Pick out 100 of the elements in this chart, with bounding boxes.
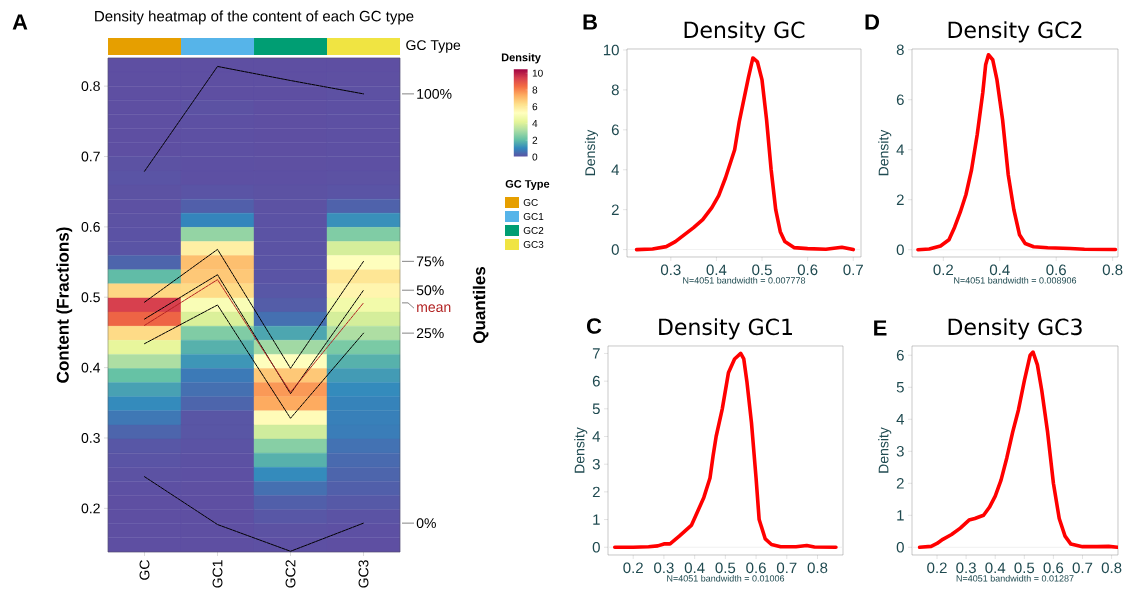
y-axis-title: Density	[878, 427, 892, 473]
x-tick-label: 0.4	[706, 264, 727, 276]
line-series	[144, 304, 365, 419]
x-tick-label: 0.8	[1102, 264, 1123, 276]
x-tick-label: 0.4	[985, 562, 1006, 574]
x-tick-label: 0.4	[989, 264, 1010, 276]
y-tick-label: 0	[896, 541, 904, 553]
chart-title: Density GC2	[948, 21, 1082, 43]
y-tick-label: 8	[896, 44, 904, 56]
y-tick-label: 4	[896, 144, 905, 155]
y2-axis-title: Quantiles	[472, 266, 489, 344]
y-axis-title: Density	[584, 129, 598, 176]
x-axis-title: N=4051 bandwidth = 0.01006	[667, 575, 785, 582]
x-tick-label: 0.6	[1043, 562, 1064, 574]
y-tick-label: 3	[896, 445, 904, 457]
x-tick-label: 0.3	[654, 562, 674, 574]
y-tick-label: 5	[896, 382, 904, 393]
chart-title: Density heatmap of the content of each GC type	[95, 10, 414, 25]
y-tick-label: 0.5	[81, 292, 100, 303]
y-axis-title: Content (Fractions)	[56, 227, 73, 383]
line-series	[917, 350, 1118, 550]
y-tick-label: 2	[896, 478, 904, 489]
color-bar-label: 10	[532, 69, 543, 77]
y-axis-title: Density	[574, 427, 588, 473]
x-tick-label: 0.6	[746, 562, 766, 574]
y-tick-label: 0.8	[81, 81, 100, 92]
category-label: GC	[523, 198, 538, 207]
x-tick-label: 0.6	[1046, 264, 1066, 276]
x-tick-label: 0.7	[776, 562, 797, 574]
color-bar-label: 8	[532, 86, 538, 94]
x-tick-label: GC3	[358, 560, 369, 588]
text: 75%	[416, 256, 444, 267]
x-tick-label: 0.8	[807, 562, 828, 574]
y-tick-label: 6	[611, 124, 619, 136]
y-tick-label: 3	[592, 458, 600, 470]
x-tick-label: 0.2	[933, 264, 953, 276]
category-label: GC2	[523, 226, 544, 235]
text: D	[865, 14, 880, 30]
text: B	[583, 14, 597, 30]
line-series	[144, 476, 365, 552]
y-tick-label: 0.7	[81, 151, 100, 162]
x-tick-label: 0.2	[927, 562, 947, 574]
x-tick-label: 0.5	[715, 562, 736, 574]
y-tick-label: 6	[896, 94, 904, 106]
text: A	[12, 14, 28, 30]
y-tick-label: 1	[593, 514, 600, 525]
x-axis-title: N=4051 bandwidth = 0.007778	[683, 277, 806, 284]
color-bar-title: Density	[501, 53, 541, 64]
y-tick-label: 8	[611, 84, 619, 96]
legend-title: GC Type	[406, 40, 461, 53]
x-tick-label: 0.5	[752, 264, 772, 276]
y-tick-label: 0.2	[81, 503, 100, 514]
y-tick-label: 4	[611, 164, 620, 175]
chart-title: Density GC1	[659, 318, 792, 340]
y-tick-label: 2	[592, 486, 600, 498]
line-series	[916, 52, 1118, 252]
x-tick-label: 0.3	[956, 562, 976, 574]
x-tick-label: GC	[139, 560, 150, 580]
x-tick-label: 0.4	[684, 562, 705, 574]
x-axis-title: N=4051 bandwidth = 0.008906	[954, 277, 1077, 284]
x-tick-label: 0.7	[843, 264, 863, 276]
y-tick-label: 0.4	[81, 362, 101, 373]
color-bar-label: 6	[532, 103, 538, 111]
x-tick-label: 0.8	[1101, 562, 1122, 574]
y-axis-title: Density	[878, 129, 892, 176]
text: E	[874, 320, 887, 336]
y-tick-label: 6	[592, 375, 600, 387]
y-tick-label: 2	[896, 194, 904, 205]
y-tick-label: 0	[896, 244, 904, 256]
chart-title: Density GC	[684, 21, 805, 43]
x-tick-label: 0.3	[660, 264, 681, 276]
y-tick-label: 4	[592, 431, 601, 442]
x-tick-label: GC1	[212, 560, 223, 588]
y-tick-label: 6	[896, 349, 904, 361]
x-tick-label: GC2	[285, 560, 296, 588]
y-tick-label: 0	[611, 244, 619, 255]
x-tick-label: 0.5	[1014, 562, 1035, 574]
text: 25%	[416, 328, 444, 339]
text: GC Type	[505, 180, 550, 190]
y-tick-label: 1	[897, 510, 904, 521]
text: 50%	[416, 285, 444, 296]
y-tick-label: 4	[896, 414, 905, 425]
y-tick-label: 0.3	[81, 433, 100, 443]
x-tick-label: 0.7	[1072, 562, 1093, 574]
y-tick-label: 7	[592, 348, 600, 359]
category-label: GC3	[523, 240, 544, 249]
x-tick-label: 0.6	[797, 264, 818, 276]
text: 100%	[417, 88, 452, 99]
color-bar-label: 4	[532, 120, 538, 127]
text: C	[586, 318, 602, 334]
line-series	[144, 248, 365, 369]
x-axis-title: N=4051 bandwidth = 0.01287	[956, 575, 1074, 582]
x-tick-label: 0.2	[623, 562, 643, 574]
color-bar-label: 2	[532, 136, 538, 144]
text: 0%	[416, 518, 436, 529]
y-tick-label: 5	[592, 403, 600, 415]
y-tick-label: 10	[603, 44, 619, 56]
line-series	[144, 65, 365, 172]
y-tick-label: 0.6	[81, 221, 100, 232]
y-tick-label: 2	[611, 204, 619, 215]
